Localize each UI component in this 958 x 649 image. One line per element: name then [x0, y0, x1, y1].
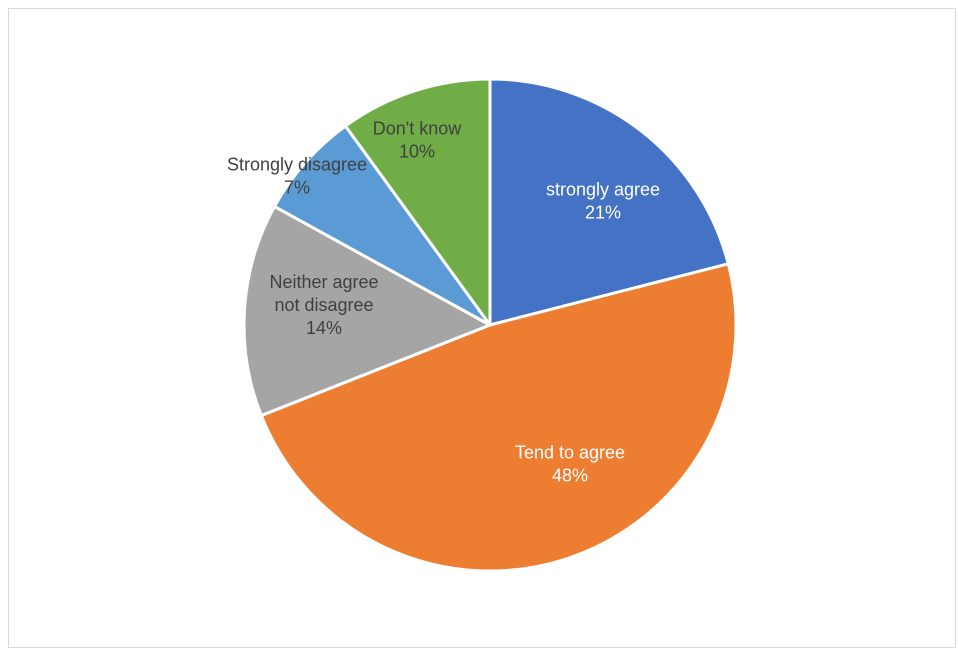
data-label-percent: 10% [399, 141, 435, 161]
data-label-category: not disagree [274, 295, 373, 315]
chart-area: strongly agree 21% Tend to agree 48% Neither… [8, 8, 956, 648]
data-label-percent: 21% [585, 202, 621, 222]
data-label-strongly-agree: strongly agree 21% [546, 179, 660, 222]
pie-data-labels: strongly agree 21% Tend to agree 48% Neither… [227, 118, 660, 485]
pie-slice-tend-to-agree [259, 262, 738, 573]
data-label-percent: 48% [552, 465, 588, 485]
data-label-percent: 14% [306, 318, 342, 338]
pie-slices [242, 77, 738, 573]
data-label-strongly-disagree: Strongly disagree 7% [227, 154, 367, 197]
data-label-category: strongly agree [546, 179, 660, 199]
data-label-category: Neither agree [269, 272, 378, 292]
data-label-category: Tend to agree [515, 442, 625, 462]
data-label-neither-agree-not-disagree: Neither agree not disagree 14% [269, 272, 378, 338]
pie-slice-strongly-agree [488, 77, 730, 327]
pie-slice-neither-agree-not-disagree [242, 204, 492, 418]
data-label-category: Strongly disagree [227, 154, 367, 174]
pie-slice-don-t-know [343, 77, 492, 327]
data-label-tend-to-agree: Tend to agree 48% [515, 442, 625, 485]
data-label-percent: 7% [284, 177, 310, 197]
pie-slice-strongly-disagree [272, 124, 492, 327]
pie-chart: strongly agree 21% Tend to agree 48% Neither… [227, 77, 738, 573]
data-label-don-t-know: Don't know 10% [373, 118, 462, 161]
data-label-category: Don't know [373, 118, 462, 138]
